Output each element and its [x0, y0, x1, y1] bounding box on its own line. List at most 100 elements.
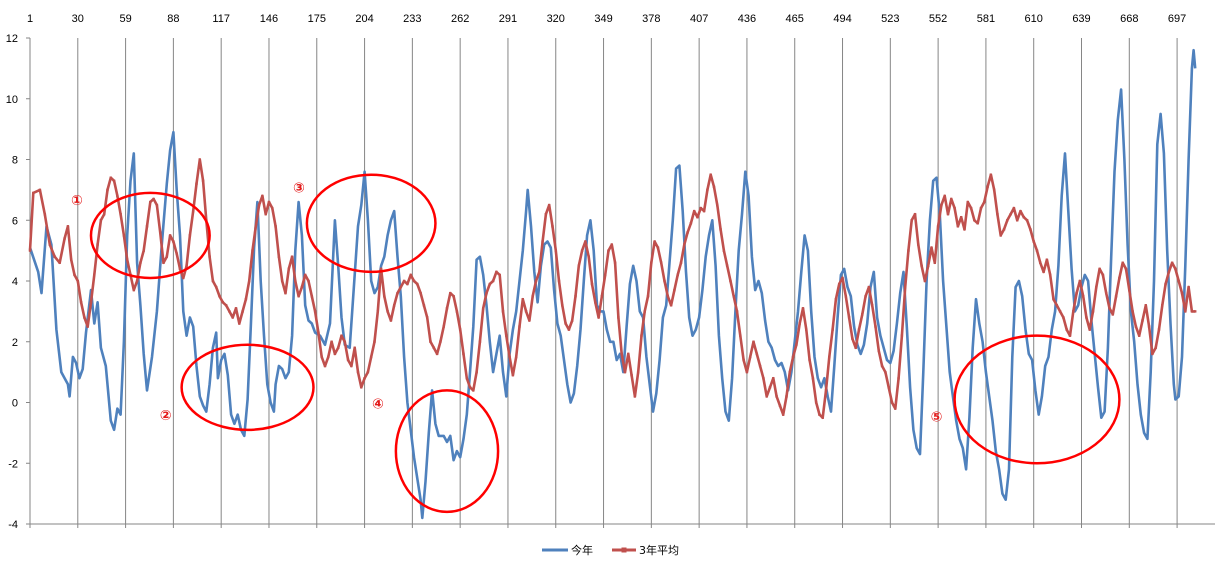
- data-point: [656, 246, 660, 249]
- data-point: [709, 173, 712, 176]
- data-point: [1032, 240, 1035, 243]
- data-point: [356, 370, 360, 374]
- data-point: [788, 370, 791, 374]
- data-point: [1025, 219, 1029, 222]
- data-point: [106, 188, 109, 192]
- data-point: [983, 200, 986, 204]
- data-point: [963, 228, 966, 231]
- data-point: [992, 188, 996, 192]
- data-point: [142, 249, 145, 252]
- data-point: [116, 194, 119, 198]
- data-point: [979, 206, 983, 210]
- data-point: [917, 243, 920, 246]
- data-point: [841, 276, 844, 280]
- data-point: [765, 395, 768, 398]
- data-point: [221, 301, 225, 304]
- data-point: [172, 240, 175, 243]
- legend-marker-three-year-average: [621, 547, 627, 553]
- data-point: [435, 352, 439, 356]
- data-point: [534, 279, 538, 283]
- data-point: [267, 200, 271, 204]
- data-point: [231, 316, 234, 319]
- data-point: [1180, 291, 1184, 295]
- data-point: [254, 225, 257, 228]
- data-point: [346, 358, 350, 362]
- data-point: [706, 188, 709, 192]
- data-point: [870, 304, 874, 307]
- data-point: [716, 203, 719, 207]
- y-tick-label: 12: [6, 33, 18, 45]
- y-tick-label: 8: [12, 155, 18, 167]
- data-point: [376, 310, 379, 313]
- data-point: [571, 319, 574, 322]
- data-point: [135, 279, 139, 283]
- data-point: [627, 352, 630, 356]
- data-point: [936, 225, 940, 228]
- data-point: [320, 355, 323, 359]
- data-point: [228, 310, 231, 313]
- data-point: [1085, 316, 1088, 319]
- annotation-circle-3: [305, 173, 437, 274]
- x-tick-label: 146: [260, 13, 278, 25]
- data-point: [126, 258, 129, 261]
- data-point: [425, 316, 429, 319]
- data-point: [696, 216, 699, 219]
- x-tick-label: 117: [212, 13, 230, 25]
- data-point: [501, 310, 505, 313]
- data-point: [735, 310, 739, 313]
- data-point: [353, 346, 356, 350]
- data-point: [897, 377, 900, 380]
- data-point: [663, 279, 666, 283]
- data-point: [943, 194, 946, 198]
- data-point: [772, 377, 775, 380]
- data-point: [781, 413, 785, 416]
- data-point: [264, 212, 267, 216]
- data-point: [455, 310, 459, 313]
- legend-label-this-year: 今年: [571, 543, 593, 557]
- annotation-label-1: ①: [71, 193, 83, 209]
- x-tick-label: 175: [308, 13, 326, 25]
- data-point: [630, 373, 633, 377]
- data-point: [257, 203, 261, 207]
- data-point: [1144, 304, 1147, 307]
- x-tick-label: 697: [1168, 13, 1186, 25]
- data-point: [903, 285, 907, 289]
- data-point: [122, 234, 126, 237]
- annotation-label-4: ④: [372, 396, 384, 412]
- x-tick-label: 639: [1072, 13, 1090, 25]
- data-point: [689, 222, 693, 225]
- data-point: [745, 370, 749, 374]
- data-point: [238, 322, 241, 325]
- data-point: [1095, 285, 1098, 289]
- data-point: [402, 279, 406, 283]
- data-point: [248, 279, 251, 283]
- data-point: [808, 358, 811, 362]
- y-tick-label: -4: [8, 519, 18, 531]
- x-tick-label: 30: [72, 13, 84, 25]
- data-point: [1065, 328, 1068, 331]
- data-point: [1190, 310, 1194, 313]
- x-tick-label: 59: [119, 13, 131, 25]
- data-point: [699, 206, 702, 210]
- data-point: [363, 377, 366, 380]
- data-point: [775, 395, 778, 398]
- data-point: [63, 237, 66, 240]
- data-point: [1039, 261, 1042, 264]
- data-point: [877, 349, 880, 353]
- x-tick-label: 552: [929, 13, 947, 25]
- data-point: [531, 294, 534, 298]
- data-point: [739, 334, 742, 337]
- legend: 今年 3年平均: [542, 543, 679, 557]
- data-point: [814, 401, 818, 404]
- data-point: [1101, 273, 1105, 277]
- data-point: [366, 370, 370, 374]
- data-point: [861, 313, 864, 316]
- data-point: [887, 386, 890, 389]
- data-point: [1042, 270, 1045, 274]
- data-point: [284, 291, 287, 295]
- data-point: [1108, 307, 1111, 310]
- data-point: [653, 240, 656, 243]
- data-point: [1164, 282, 1167, 286]
- data-point: [913, 212, 917, 216]
- data-point: [854, 346, 857, 350]
